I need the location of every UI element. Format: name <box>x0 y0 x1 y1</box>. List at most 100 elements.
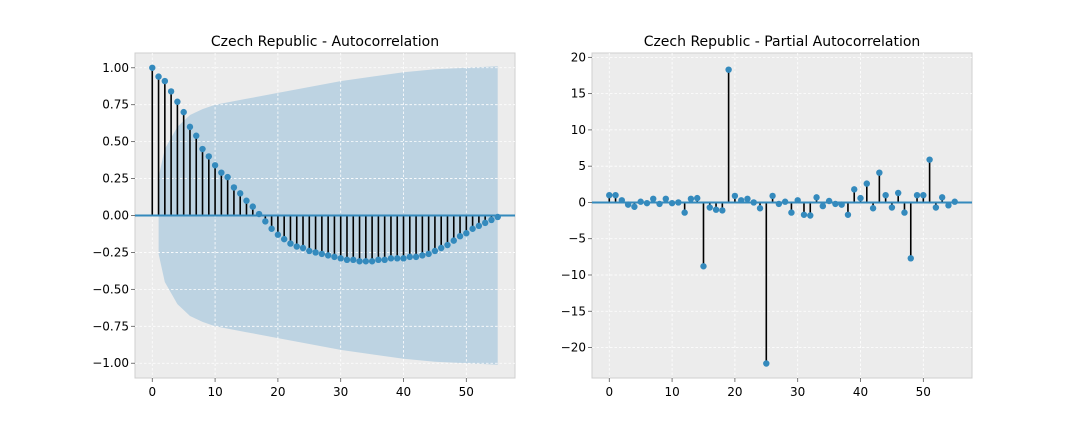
pacf-point <box>781 198 789 205</box>
acf-point <box>193 132 200 139</box>
pacf-point <box>945 202 952 209</box>
pacf-point <box>763 360 770 367</box>
acf-point <box>437 244 445 252</box>
pacf-point <box>756 205 764 212</box>
pacf-x-tick-label: 20 <box>727 385 742 399</box>
pacf-point <box>769 192 776 200</box>
pacf-point <box>882 191 889 199</box>
pacf-y-tick-label: 10 <box>571 123 586 137</box>
acf-point <box>268 225 275 232</box>
acf-y-tick-label: −0.50 <box>92 282 129 296</box>
acf-point <box>456 232 464 240</box>
pacf-point <box>675 199 682 206</box>
acf-point <box>306 247 313 255</box>
pacf-point <box>951 198 958 205</box>
acf-y-tick-label: −1.00 <box>92 356 129 370</box>
acf-point <box>337 255 344 262</box>
acf-x-tick-label: 10 <box>207 385 222 399</box>
pacf-x-tick-label: 10 <box>664 385 679 399</box>
pacf-y-tick-label: −5 <box>568 232 586 246</box>
pacf-x-tick-label: 40 <box>853 385 868 399</box>
acf-point <box>180 108 187 116</box>
pacf-point <box>643 199 651 207</box>
pacf-point <box>662 195 670 203</box>
pacf-point <box>725 66 732 73</box>
pacf-chart: Czech Republic - Partial Autocorrelation… <box>561 34 973 399</box>
acf-title: Czech Republic - Autocorrelation <box>211 34 439 50</box>
acf-point <box>324 252 332 259</box>
acf-point <box>469 225 476 232</box>
acf-x-tick-label: 40 <box>396 385 411 399</box>
pacf-x-tick-label: 30 <box>790 385 805 399</box>
pacf-point <box>907 255 914 262</box>
pacf-y-tick-label: 5 <box>578 159 586 173</box>
pacf-point <box>731 192 739 200</box>
acf-point <box>400 255 407 262</box>
acf-x-tick-label: 50 <box>459 385 474 399</box>
pacf-point <box>606 191 613 199</box>
pacf-point <box>706 204 713 211</box>
acf-point <box>167 88 175 95</box>
pacf-point <box>888 204 896 211</box>
pacf-point <box>863 180 870 187</box>
acf-point <box>350 256 357 264</box>
acf-y-tick-label: 0.75 <box>102 98 129 112</box>
acf-point <box>218 169 225 176</box>
acf-y-tick-label: −0.25 <box>92 245 129 259</box>
pacf-point <box>694 194 701 202</box>
pacf-point <box>819 202 827 210</box>
pacf-y-tick-label: 20 <box>571 50 586 64</box>
acf-point <box>431 247 439 255</box>
pacf-point <box>876 169 883 176</box>
pacf-point <box>637 198 644 205</box>
pacf-point <box>851 186 858 193</box>
acf-point <box>475 222 483 230</box>
pacf-point <box>825 197 833 205</box>
acf-point <box>481 219 489 227</box>
acf-point <box>205 153 213 160</box>
pacf-point <box>813 194 820 201</box>
pacf-x-tick-label: 0 <box>605 385 613 399</box>
acf-point <box>262 218 269 225</box>
acf-point <box>299 244 307 252</box>
acf-point <box>243 197 250 204</box>
acf-point <box>199 145 206 153</box>
acf-x-tick-label: 0 <box>148 385 156 399</box>
pacf-point <box>624 201 632 208</box>
acf-point <box>237 190 244 197</box>
pacf-y-tick-label: 15 <box>571 87 586 101</box>
acf-point <box>149 64 156 71</box>
pacf-point <box>913 191 921 199</box>
acf-point <box>381 256 388 264</box>
acf-point <box>318 250 326 258</box>
acf-point <box>488 216 495 224</box>
acf-point <box>343 256 351 264</box>
pacf-x-tick-label: 50 <box>916 385 931 399</box>
acf-point <box>444 241 451 249</box>
pacf-point <box>901 209 908 216</box>
acf-point <box>224 173 231 181</box>
acf-y-tick-label: 0.25 <box>102 172 129 186</box>
pacf-y-tick-label: −15 <box>561 304 586 318</box>
pacf-point <box>750 199 757 206</box>
pacf-point <box>612 191 619 199</box>
acf-point <box>293 243 300 250</box>
acf-point <box>368 258 376 265</box>
pacf-point <box>857 194 864 202</box>
acf-point <box>155 73 162 80</box>
pacf-point <box>668 199 676 207</box>
acf-point <box>412 253 420 261</box>
pacf-point <box>838 201 845 208</box>
acf-point <box>394 255 401 262</box>
pacf-title: Czech Republic - Partial Autocorrelation <box>644 34 921 50</box>
acf-y-tick-label: 1.00 <box>102 61 129 75</box>
pacf-point <box>631 203 638 210</box>
pacf-point <box>926 156 933 163</box>
acf-point <box>419 252 426 259</box>
acf-point <box>280 235 288 243</box>
acf-point <box>425 250 432 258</box>
pacf-point <box>719 207 726 214</box>
acf-point <box>463 230 470 237</box>
pacf-point <box>650 195 657 203</box>
